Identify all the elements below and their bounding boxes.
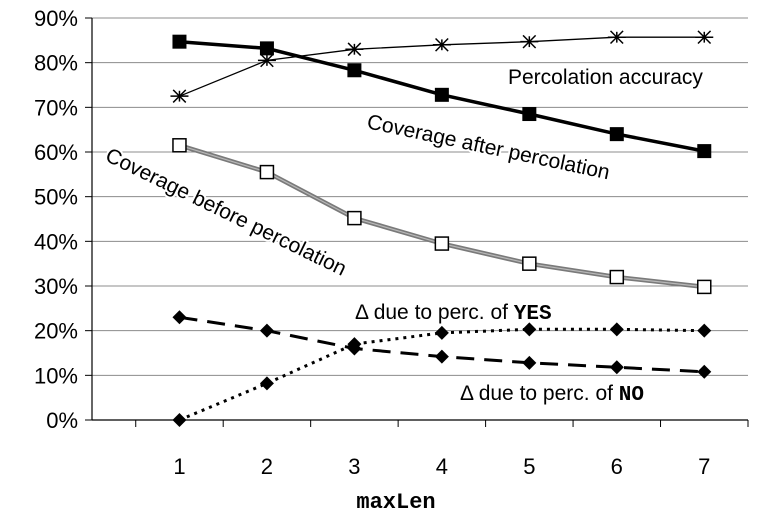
data-point-s4-x3 [347, 341, 362, 356]
data-point-s4-x7 [697, 364, 712, 379]
data-point-s4-x4 [434, 349, 449, 364]
data-point-s2-x6 [609, 269, 625, 285]
data-point-s1-x3 [347, 63, 362, 78]
data-point-s3-x4 [434, 325, 449, 340]
label-percolation-accuracy: Percolation accuracy [508, 66, 703, 89]
label-delta-no: Δ due to perc. of NO [460, 382, 644, 407]
x-tick-label: 1 [173, 454, 185, 479]
data-point-s2-x5 [522, 256, 537, 271]
label-delta-yes: Δ due to perc. of YES [355, 301, 552, 326]
data-point-s4-x2 [259, 323, 274, 338]
x-tick-label: 5 [523, 454, 535, 479]
series-labels: Percolation accuracy Coverage after perc… [100, 64, 706, 409]
data-point-s1-x4 [434, 87, 449, 102]
data-point-s3-x1 [172, 413, 187, 427]
x-axis-title: maxLen [356, 490, 435, 515]
x-tick-label: 6 [611, 454, 623, 479]
y-tick-label: 90% [34, 6, 78, 31]
y-tick-label: 40% [34, 229, 78, 254]
data-point-s0-x2 [257, 53, 276, 68]
data-point-s2-x7 [697, 279, 712, 295]
x-tick-label: 7 [698, 454, 710, 479]
y-tick-label: 80% [34, 51, 78, 76]
axes: 0% 10% 20% 30% 40% 50% 60% 70% 80% 90% 1 2 3 4 5 6 7 [34, 6, 749, 479]
series-line-4 [179, 315, 705, 374]
label-delta-no-code: NO [619, 384, 644, 407]
data-point-s4-x1 [172, 310, 187, 325]
data-point-s1-x1 [172, 34, 187, 49]
data-point-s0-x6 [607, 30, 626, 45]
data-point-s1-x2 [259, 41, 274, 56]
series-markers [170, 30, 714, 427]
data-point-s4-x5 [522, 355, 537, 370]
data-point-s1-x5 [522, 107, 537, 122]
data-point-s1-x7 [697, 144, 712, 159]
data-point-s0-x1 [170, 89, 189, 103]
data-point-s3-x6 [609, 322, 624, 337]
data-point-s2-x2 [259, 164, 275, 180]
label-coverage-after: Coverage after percolation [365, 110, 612, 184]
data-point-s2-x4 [434, 236, 450, 251]
x-tick-label: 4 [436, 454, 448, 479]
data-point-s4-x6 [609, 360, 624, 375]
data-point-s1-x6 [609, 127, 624, 142]
y-tick-label: 50% [34, 185, 78, 210]
y-tick-label: 70% [34, 95, 78, 120]
data-point-s2-x1 [172, 138, 187, 153]
y-tick-label: 60% [34, 140, 78, 165]
y-tick-label: 0% [46, 408, 78, 433]
label-coverage-before: Coverage before percolation [102, 144, 350, 281]
data-point-s0-x7 [695, 30, 714, 45]
y-tick-label: 10% [34, 363, 78, 388]
data-point-s3-x5 [522, 322, 537, 337]
data-point-s3-x2 [259, 376, 274, 391]
data-point-s0-x3 [345, 42, 364, 57]
data-point-s3-x7 [697, 323, 712, 338]
label-delta-yes-prefix: Δ due to perc. of [355, 301, 514, 324]
data-point-s0-x5 [520, 34, 539, 49]
x-tick-label: 3 [348, 454, 360, 479]
y-tick-label: 20% [34, 319, 78, 344]
data-point-s2-x3 [347, 210, 362, 226]
label-delta-yes-code: YES [514, 303, 552, 326]
data-point-s0-x4 [432, 37, 451, 52]
x-tick-label: 2 [261, 454, 273, 479]
y-tick-label: 30% [34, 274, 78, 299]
label-delta-no-prefix: Δ due to perc. of [460, 382, 619, 405]
